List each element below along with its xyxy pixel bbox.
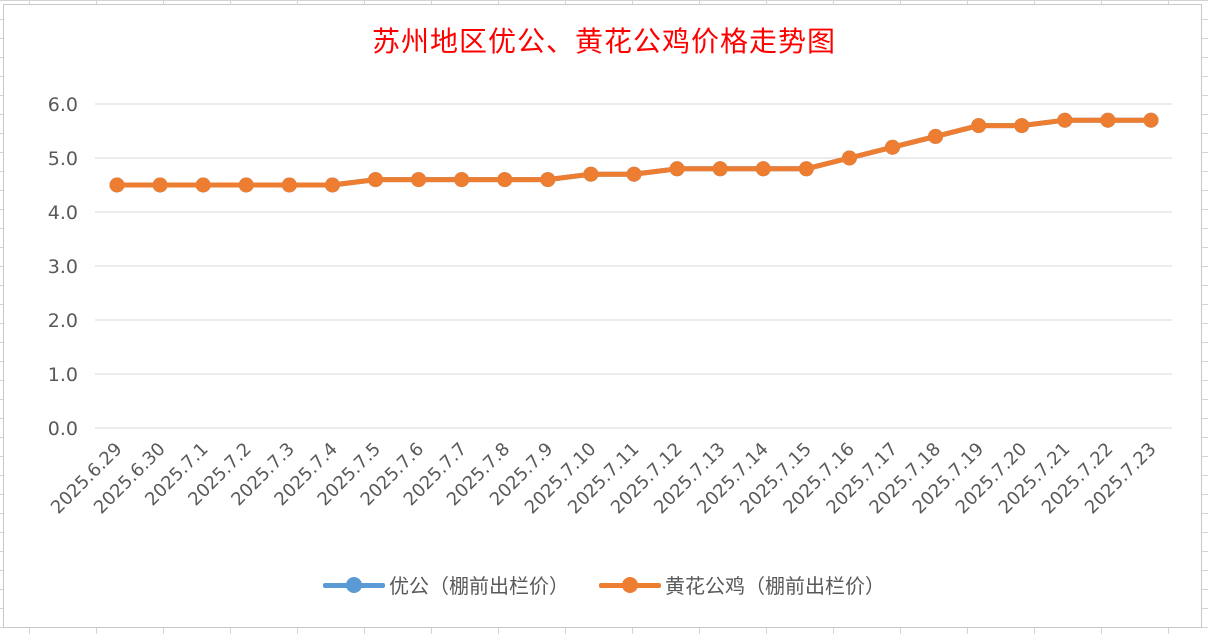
series-2-point[interactable]	[626, 166, 642, 182]
legend-item-series-2[interactable]: 黄花公鸡（棚前出栏价）	[599, 570, 885, 599]
series-2-point[interactable]	[454, 172, 470, 188]
legend-item-series-1[interactable]: 优公（棚前出栏价）	[323, 570, 569, 599]
x-axis-tick-labels: 2025.6.292025.6.302025.7.12025.7.22025.7…	[47, 439, 1161, 519]
y-tick-label: 3.0	[48, 256, 78, 278]
gridlines	[95, 103, 1172, 429]
y-tick-label: 5.0	[48, 148, 78, 170]
series-2-point[interactable]	[152, 177, 168, 193]
y-axis-tick-labels: 0.0 1.0 2.0 3.0 4.0 5.0 6.0	[48, 94, 78, 440]
legend-label-series-1: 优公（棚前出栏价）	[389, 574, 569, 598]
legend-swatch-series-1	[323, 575, 385, 595]
series-2-point[interactable]	[755, 161, 771, 177]
series-2-point[interactable]	[798, 161, 814, 177]
legend-swatch-series-2	[599, 575, 661, 595]
series-2-point[interactable]	[712, 161, 728, 177]
series-2-point[interactable]	[1014, 118, 1030, 134]
series-2-point[interactable]	[368, 172, 383, 188]
series-2-point[interactable]	[1100, 112, 1116, 128]
series-2-point[interactable]	[1143, 112, 1159, 128]
series-2-point[interactable]	[195, 177, 211, 193]
y-tick-label: 4.0	[48, 202, 78, 224]
series-2-point[interactable]	[540, 172, 556, 188]
y-tick-label: 1.0	[48, 364, 78, 386]
series-2-point[interactable]	[1057, 112, 1073, 128]
series-2-point[interactable]	[928, 128, 944, 144]
chart-area[interactable]	[3, 4, 1202, 628]
y-tick-label: 0.0	[48, 418, 78, 440]
chart-legend: 优公（棚前出栏价） 黄花公鸡（棚前出栏价）	[0, 570, 1208, 599]
legend-label-series-2: 黄花公鸡（棚前出栏价）	[665, 574, 885, 598]
series-2-point[interactable]	[971, 118, 987, 134]
series-2-point[interactable]	[497, 172, 513, 188]
series-2-point[interactable]	[238, 177, 254, 193]
series-2-point[interactable]	[885, 139, 900, 155]
series-lines	[109, 112, 1159, 193]
series-2-point[interactable]	[583, 166, 599, 182]
series-2-point[interactable]	[324, 177, 340, 193]
y-tick-label: 2.0	[48, 310, 78, 332]
chart-title: 苏州地区优公、黄花公鸡价格走势图	[371, 25, 836, 58]
series-2-point[interactable]	[411, 172, 427, 188]
series-2-point[interactable]	[109, 177, 125, 193]
y-tick-label: 6.0	[48, 94, 78, 116]
series-2-point[interactable]	[841, 150, 857, 166]
series-2-point[interactable]	[281, 177, 297, 193]
series-2-point[interactable]	[669, 161, 685, 177]
